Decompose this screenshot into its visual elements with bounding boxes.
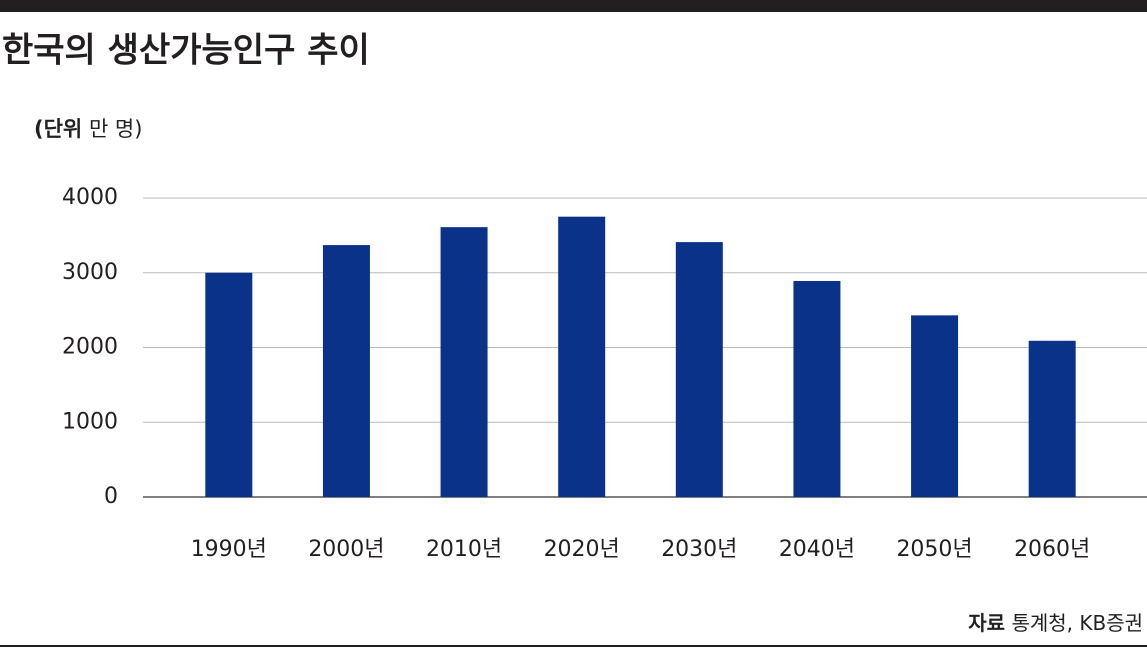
unit-label: (단위 만 명) [34,117,142,141]
bar [1028,340,1076,497]
x-tick-label: 2010년 [426,537,502,562]
bar [440,227,488,497]
y-tick-label: 2000 [62,335,118,360]
x-tick-label: 1990년 [191,537,267,562]
unit-text: 만 명) [89,117,143,141]
bar [675,242,723,497]
y-tick-label: 1000 [62,409,118,434]
x-tick-label: 2050년 [896,537,972,562]
bar [205,272,253,497]
y-tick-label: 3000 [62,260,118,285]
bar [911,315,959,497]
top-band [0,0,1147,12]
y-tick-label: 4000 [62,185,118,210]
y-tick-label: 0 [104,484,118,509]
x-tick-label: 2020년 [544,537,620,562]
chart-title: 한국의 생산가능인구 추이 [2,31,370,71]
source-key: 자료 [968,611,1005,635]
bar [322,245,370,497]
x-tick-label: 2030년 [661,537,737,562]
x-tick-label: 2000년 [308,537,384,562]
bar [793,280,841,497]
source: 자료 통계청, KB증권 [968,611,1143,635]
bar [558,216,606,497]
x-tick-label: 2060년 [1014,537,1090,562]
unit-key: (단위 [34,117,82,141]
x-tick-label: 2040년 [779,537,855,562]
source-text: 통계청, KB증권 [1011,611,1143,635]
